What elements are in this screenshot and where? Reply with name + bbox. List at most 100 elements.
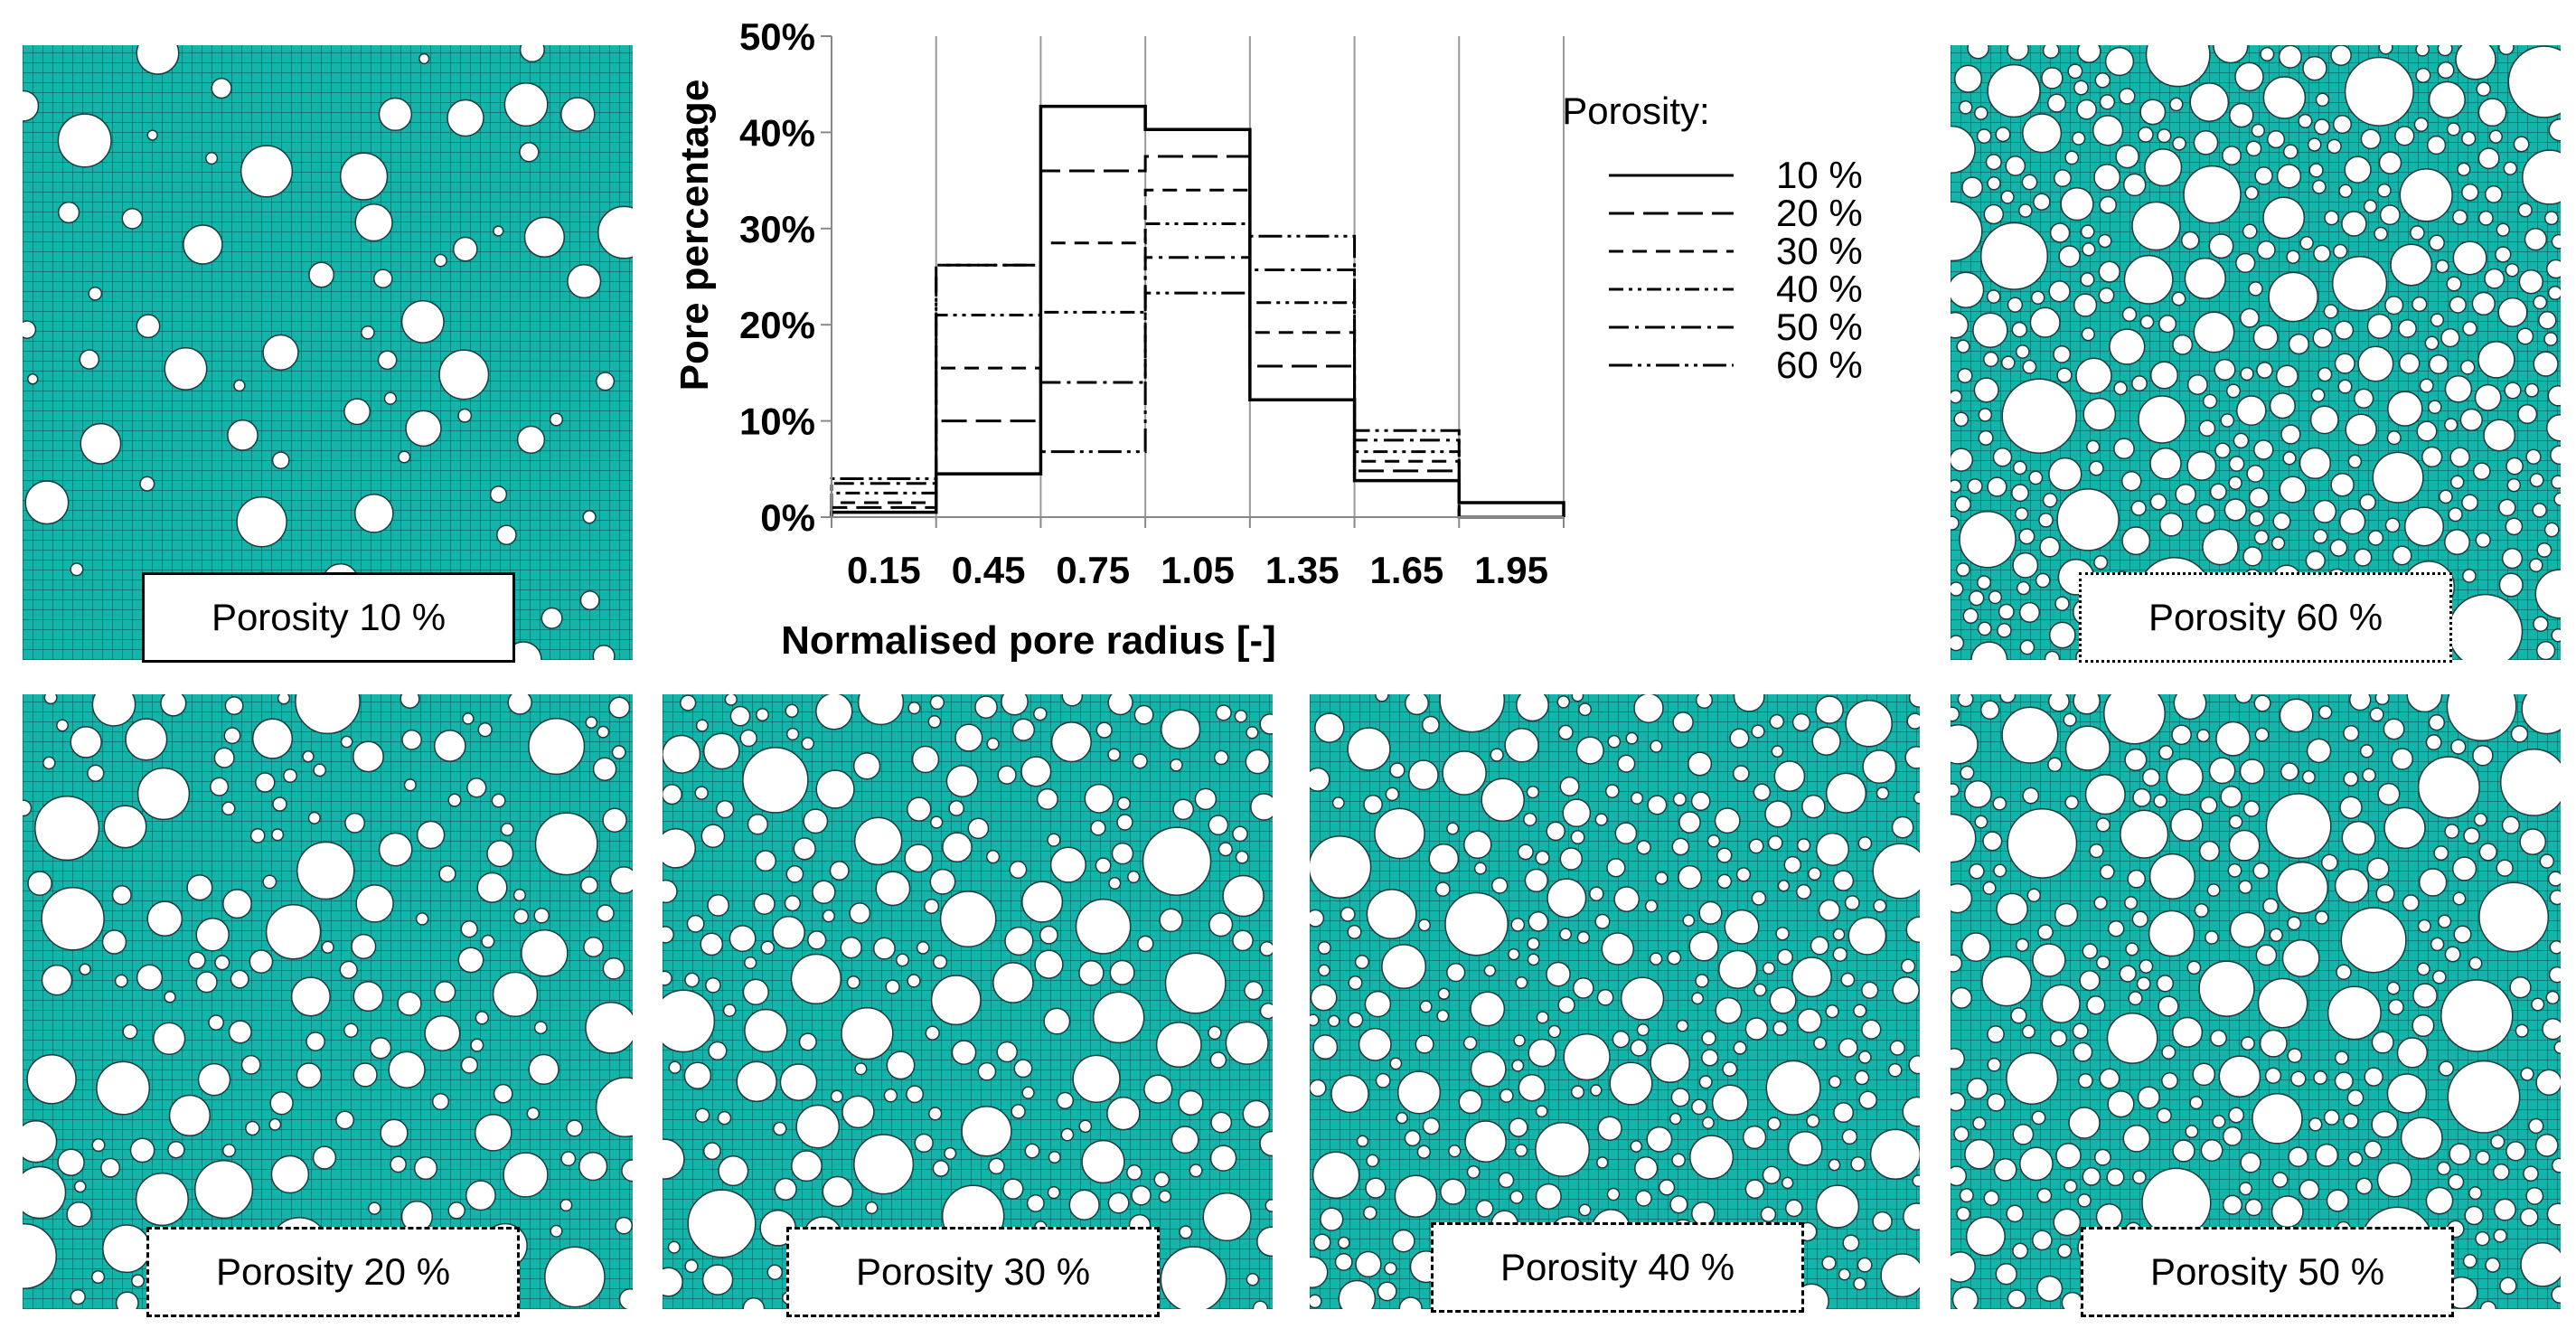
pore xyxy=(290,976,331,1017)
pore xyxy=(2006,1051,2059,1105)
pore xyxy=(1331,796,1345,810)
pore xyxy=(353,1062,378,1088)
pore xyxy=(1857,1051,1872,1064)
series-40-outline xyxy=(830,221,1564,519)
pore xyxy=(313,763,327,777)
pore xyxy=(2346,1088,2364,1107)
pore xyxy=(1437,987,1451,1001)
pore xyxy=(602,956,625,980)
pore xyxy=(1160,1246,1227,1309)
pore xyxy=(1047,1185,1061,1200)
pore xyxy=(2228,456,2245,472)
pore xyxy=(1993,1158,2017,1182)
pore xyxy=(91,694,136,727)
pore xyxy=(1715,996,1743,1024)
pore xyxy=(1951,271,1985,309)
pore xyxy=(849,902,871,925)
pore xyxy=(2073,293,2098,317)
pore xyxy=(1515,975,1528,989)
pore xyxy=(2516,327,2534,345)
pore xyxy=(2099,195,2118,214)
pore xyxy=(942,832,973,863)
pore xyxy=(1179,1225,1193,1239)
pore xyxy=(2172,334,2194,355)
pore xyxy=(2551,475,2561,490)
pore xyxy=(1953,64,1983,93)
pore xyxy=(2371,1031,2394,1054)
pore xyxy=(2468,1186,2483,1201)
pore xyxy=(2327,138,2342,155)
pore xyxy=(1956,339,1970,353)
pore xyxy=(2245,140,2262,157)
pore xyxy=(2338,184,2353,199)
pore xyxy=(1518,1073,1547,1102)
pore xyxy=(1396,1070,1442,1115)
pore xyxy=(1158,1190,1171,1203)
pore xyxy=(2186,374,2208,395)
pore xyxy=(339,960,358,979)
pore xyxy=(1964,1138,1995,1170)
pore xyxy=(1811,726,1841,756)
pore xyxy=(541,607,563,629)
pore xyxy=(684,972,700,988)
pore xyxy=(1463,830,1492,860)
pore xyxy=(26,373,39,385)
pore xyxy=(2545,413,2561,442)
pore xyxy=(1317,940,1331,956)
pore xyxy=(663,827,697,869)
pore xyxy=(2415,67,2431,83)
pore xyxy=(1751,724,1765,739)
pore xyxy=(2166,758,2204,796)
pore xyxy=(2336,964,2352,980)
pore xyxy=(197,1062,231,1097)
pore xyxy=(841,1095,875,1129)
pore xyxy=(2239,307,2260,328)
pore xyxy=(2396,1037,2429,1069)
pore xyxy=(2068,1107,2101,1139)
pore xyxy=(1330,1074,1369,1114)
pore xyxy=(2238,880,2252,894)
pore xyxy=(1527,953,1540,966)
pore xyxy=(2022,113,2063,154)
pore xyxy=(2115,144,2139,169)
pore xyxy=(1777,948,1793,966)
pore xyxy=(249,949,274,974)
pore xyxy=(1796,838,1811,853)
pore xyxy=(585,1001,633,1054)
pore xyxy=(1957,694,1974,708)
pore xyxy=(916,941,930,955)
pore xyxy=(2535,640,2556,660)
pore xyxy=(2533,295,2548,310)
pore xyxy=(1732,765,1750,782)
pore xyxy=(929,868,956,895)
pore xyxy=(615,1216,633,1235)
pore xyxy=(2084,774,2126,815)
pore xyxy=(1375,694,1389,702)
pore xyxy=(321,940,334,954)
pore xyxy=(361,325,375,340)
pore xyxy=(1887,1062,1903,1078)
y-axis-label: Pore percentage xyxy=(672,80,717,391)
pore xyxy=(2477,210,2494,226)
pore xyxy=(2223,498,2247,522)
pore xyxy=(2347,1151,2364,1167)
pore xyxy=(2107,919,2125,938)
pore xyxy=(1153,1171,1170,1188)
pore xyxy=(2446,276,2462,292)
pore xyxy=(1724,909,1760,945)
pore xyxy=(2413,117,2429,132)
pore xyxy=(2452,209,2468,225)
pore xyxy=(1570,830,1585,845)
pore xyxy=(2383,718,2405,740)
pore xyxy=(1753,783,1772,801)
panel-label-porosity-20: Porosity 20 % xyxy=(146,1227,520,1317)
pore xyxy=(1131,1185,1152,1206)
pore xyxy=(1109,959,1135,985)
pore xyxy=(2082,242,2096,257)
pore xyxy=(2138,395,2186,444)
pore xyxy=(1021,881,1064,923)
pore xyxy=(283,768,297,784)
pore xyxy=(1164,952,1227,1014)
pore xyxy=(854,1062,868,1076)
pore xyxy=(2019,639,2035,655)
